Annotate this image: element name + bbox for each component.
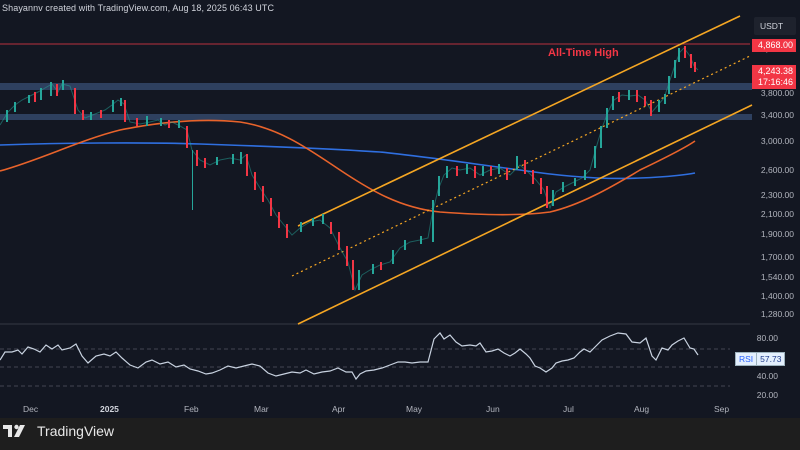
chart-frame[interactable]: [0, 0, 800, 418]
currency-label[interactable]: USDT: [754, 17, 796, 35]
channel-lower-line: [297, 104, 753, 325]
time-tick: 2025: [100, 404, 119, 414]
price-tick: 2,300.00: [760, 190, 794, 200]
time-tick: Jun: [486, 404, 500, 414]
bear-candles: [34, 46, 696, 290]
rsi-name: RSI: [735, 352, 758, 366]
price-tick: 2,100.00: [760, 209, 794, 219]
current-price-tag: 4,243.38: [752, 65, 796, 78]
price-tick: 1,900.00: [760, 229, 794, 239]
price-tick: 3,400.00: [760, 110, 794, 120]
chart-canvas[interactable]: [0, 0, 800, 418]
candle-countdown-tag: 17:16:46: [752, 76, 796, 89]
tradingview-logo-icon: [3, 424, 25, 437]
rsi-tick: 20.00: [756, 390, 778, 400]
tradingview-logo[interactable]: TradingView: [3, 423, 114, 439]
ma-orange-line: [0, 119, 696, 216]
time-tick: May: [406, 404, 423, 414]
resistance-zone: [0, 83, 752, 90]
ma-blue-line: [0, 142, 696, 180]
time-tick: Jul: [563, 404, 574, 414]
time-tick: Mar: [254, 404, 269, 414]
time-tick: Feb: [184, 404, 199, 414]
channel-upper-line: [297, 15, 741, 227]
footer: [0, 418, 800, 450]
price-tick: 3,000.00: [760, 136, 794, 146]
price-tick: 1,280.00: [760, 309, 794, 319]
brand-name: TradingView: [37, 423, 115, 439]
price-tick: 1,400.00: [760, 291, 794, 301]
time-tick: Sep: [714, 404, 730, 414]
rsi-line: [0, 332, 699, 381]
time-tick: Aug: [634, 404, 650, 414]
ath-price-tag: 4,868.00: [752, 39, 796, 52]
time-tick: Apr: [332, 404, 346, 414]
candles: [0, 46, 699, 292]
price-tick: 2,600.00: [760, 165, 794, 175]
rsi-tick: 80.00: [756, 333, 778, 343]
all-time-high-label: All-Time High: [548, 47, 619, 59]
rsi-value: 57.73: [757, 352, 786, 366]
chart-caption: Shayannv created with TradingView.com, A…: [2, 3, 275, 13]
price-tick: 1,700.00: [760, 252, 794, 262]
time-tick: Dec: [23, 404, 39, 414]
bull-candles: [6, 48, 680, 290]
support-zone: [0, 114, 752, 120]
price-tick: 3,800.00: [760, 88, 794, 98]
rsi-tick: 40.00: [756, 371, 778, 381]
price-tick: 1,540.00: [760, 272, 794, 282]
rsi-value-tag: RSI 57.73: [735, 352, 786, 366]
